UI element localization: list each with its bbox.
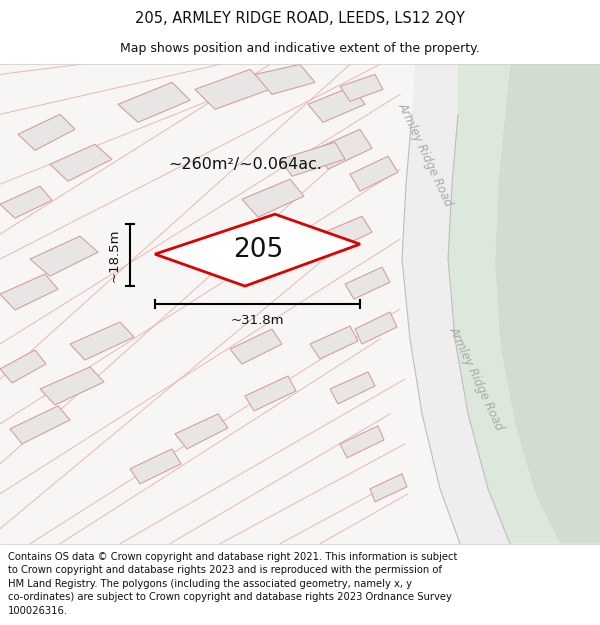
Polygon shape [355,312,397,344]
Polygon shape [70,322,134,360]
Polygon shape [40,367,104,405]
Polygon shape [175,414,228,449]
Text: Contains OS data © Crown copyright and database right 2021. This information is : Contains OS data © Crown copyright and d… [8,552,457,562]
Polygon shape [155,214,360,286]
Polygon shape [320,216,372,251]
Text: 100026316.: 100026316. [8,606,68,616]
Polygon shape [448,64,560,544]
Polygon shape [350,156,398,191]
Polygon shape [0,186,52,218]
Polygon shape [330,372,375,404]
Polygon shape [340,426,384,458]
Polygon shape [255,64,315,94]
Polygon shape [308,86,365,123]
Polygon shape [130,449,181,484]
Polygon shape [50,144,112,181]
Text: 205: 205 [233,237,283,263]
Polygon shape [242,179,304,217]
Polygon shape [0,350,46,383]
Polygon shape [195,69,270,109]
Polygon shape [30,236,98,276]
Polygon shape [245,376,296,411]
Polygon shape [0,274,58,310]
Polygon shape [118,82,190,122]
Polygon shape [370,474,407,502]
Text: Map shows position and indicative extent of the property.: Map shows position and indicative extent… [120,42,480,55]
Polygon shape [18,114,75,150]
Text: co-ordinates) are subject to Crown copyright and database rights 2023 Ordnance S: co-ordinates) are subject to Crown copyr… [8,592,452,602]
Polygon shape [340,74,383,101]
Polygon shape [280,142,345,176]
Text: ~31.8m: ~31.8m [231,314,284,326]
Text: Armley Ridge Road: Armley Ridge Road [395,100,455,208]
Text: HM Land Registry. The polygons (including the associated geometry, namely x, y: HM Land Registry. The polygons (includin… [8,579,412,589]
Polygon shape [230,329,282,364]
Polygon shape [495,64,600,544]
Polygon shape [10,406,70,444]
Text: ~18.5m: ~18.5m [107,228,121,282]
Text: Armley Ridge Road: Armley Ridge Road [446,325,506,433]
Text: 205, ARMLEY RIDGE ROAD, LEEDS, LS12 2QY: 205, ARMLEY RIDGE ROAD, LEEDS, LS12 2QY [135,11,465,26]
Text: to Crown copyright and database rights 2023 and is reproduced with the permissio: to Crown copyright and database rights 2… [8,566,442,576]
Polygon shape [315,129,372,169]
Text: ~260m²/~0.064ac.: ~260m²/~0.064ac. [168,157,322,172]
Polygon shape [345,267,390,299]
Polygon shape [310,326,358,359]
Polygon shape [402,64,510,544]
